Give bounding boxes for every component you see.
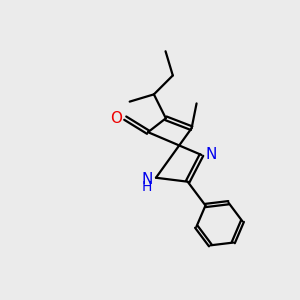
Text: H: H bbox=[142, 180, 152, 194]
Text: N: N bbox=[205, 148, 217, 163]
Text: N: N bbox=[141, 172, 152, 187]
Text: O: O bbox=[110, 111, 122, 126]
